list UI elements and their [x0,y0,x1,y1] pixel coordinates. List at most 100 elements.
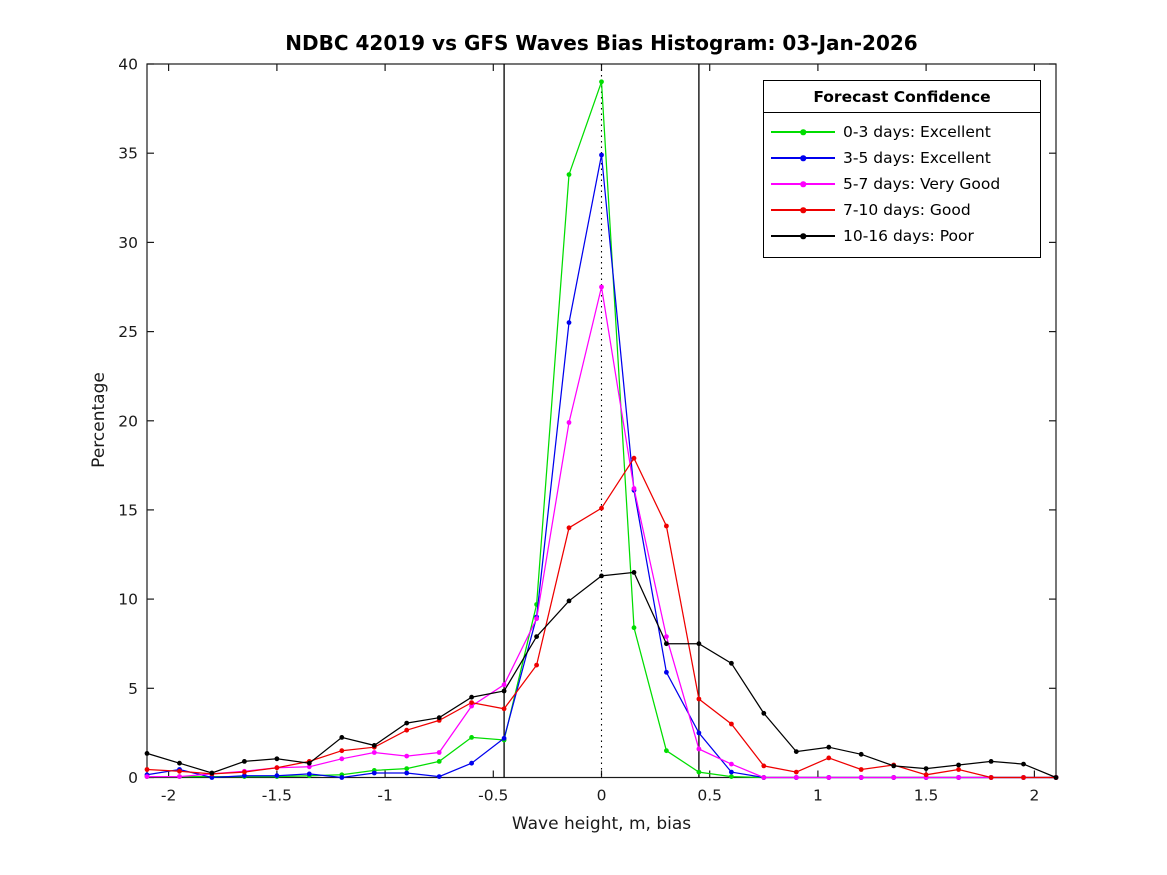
series-0-point [631,625,637,631]
series-3-point [501,706,507,712]
series-2-point [436,750,442,755]
x-tick-label: 2 [1029,787,1039,805]
marker-dot-icon [800,181,806,187]
series-2-point [306,764,312,770]
legend-entry-label: 7-10 days: Good [843,201,971,219]
legend-entry-label: 0-3 days: Excellent [843,123,991,141]
series-0-point [599,79,604,85]
legend-line-sample [771,119,835,145]
series-2-point [177,774,182,779]
series-2-point [501,682,507,688]
legend-line-sample [771,197,835,223]
series-1-point [242,773,247,779]
series-1-point [306,771,312,777]
series-1-point [436,774,442,779]
y-tick-label: 35 [118,145,138,163]
x-axis-label: Wave height, m, bias [511,814,692,834]
series-4-point [177,760,182,766]
series-3-point [339,748,345,754]
series-3-point [566,525,572,531]
series-4-point [404,720,410,726]
series-3-point [534,662,539,668]
series-1-point [209,775,215,780]
series-4-point [436,715,442,721]
series-1-point [599,152,604,158]
series-4-point [696,641,702,647]
series-3-point [729,721,734,727]
series-1-point [469,760,474,766]
series-4-point [566,598,572,604]
x-tick-label: 0 [597,787,607,805]
x-tick-label: 0.5 [697,787,722,805]
series-4-point [339,735,345,740]
series-4-point [956,762,961,768]
x-tick-label: -1 [377,787,392,805]
series-4-point [501,688,507,694]
legend-entries: 0-3 days: Excellent 3-5 days: Excellent … [764,113,1040,257]
series-0-point [696,769,702,775]
y-tick-label: 20 [118,412,138,430]
series-2-point [371,750,377,755]
series-4-point [761,710,767,716]
marker-dot-icon [800,155,806,161]
series-0-point [729,774,734,779]
series-4-point [469,694,474,700]
legend: Forecast Confidence 0-3 days: Excellent … [763,80,1041,258]
series-4-point [988,759,994,764]
series-2-point [534,616,539,622]
legend-entry-7-10-days: 7-10 days: Good [764,197,1040,223]
series-3-point [664,523,669,529]
series-2-point [761,775,767,780]
series-3-point [858,767,864,772]
marker-dot-icon [800,207,806,213]
series-4-point [1021,761,1026,767]
series-1-point [404,770,410,776]
x-tick-label: -0.5 [478,787,508,805]
y-tick-label: 30 [118,234,138,252]
series-4-point [729,660,734,666]
series-0-point [404,766,410,771]
series-2-point [729,761,734,767]
x-tick-label: -2 [161,787,176,805]
legend-entry-label: 5-7 days: Very Good [843,175,1001,193]
legend-entry-5-7-days: 5-7 days: Very Good [764,171,1040,197]
legend-line-sample [771,171,835,197]
series-1-point [696,730,702,736]
marker-dot-icon [800,233,806,239]
y-tick-label: 25 [118,323,138,341]
series-4-point [631,570,637,575]
series-3-point [826,755,832,761]
series-3-point [631,455,637,461]
series-4-point [891,763,897,769]
series-3-point [144,767,150,772]
legend-entry-label: 3-5 days: Excellent [843,149,991,167]
series-1-point [664,669,669,675]
series-2-point [469,703,474,709]
series-3-point [988,775,994,780]
legend-title: Forecast Confidence [764,81,1040,113]
legend-line-sample [771,145,835,171]
series-2-point [956,775,961,780]
series-0-point [436,759,442,764]
series-2-point [793,775,799,780]
y-tick-label: 40 [118,56,138,74]
marker-dot-icon [800,129,806,135]
series-2-point [631,486,637,491]
series-4-point [664,641,669,647]
series-4-point [306,760,312,766]
x-tick-label: -1.5 [262,787,292,805]
legend-entry-label: 10-16 days: Poor [843,227,974,245]
series-4-point [793,749,799,754]
series-0-point [566,172,572,178]
series-3-point [404,727,410,733]
series-3-point [1021,775,1026,780]
series-1-point [274,773,280,779]
series-3-point [696,696,702,702]
series-1-point [371,770,377,776]
series-1-point [729,769,734,775]
series-2-point [696,746,702,752]
series-4-point [1053,775,1059,780]
y-tick-label: 0 [128,769,138,787]
